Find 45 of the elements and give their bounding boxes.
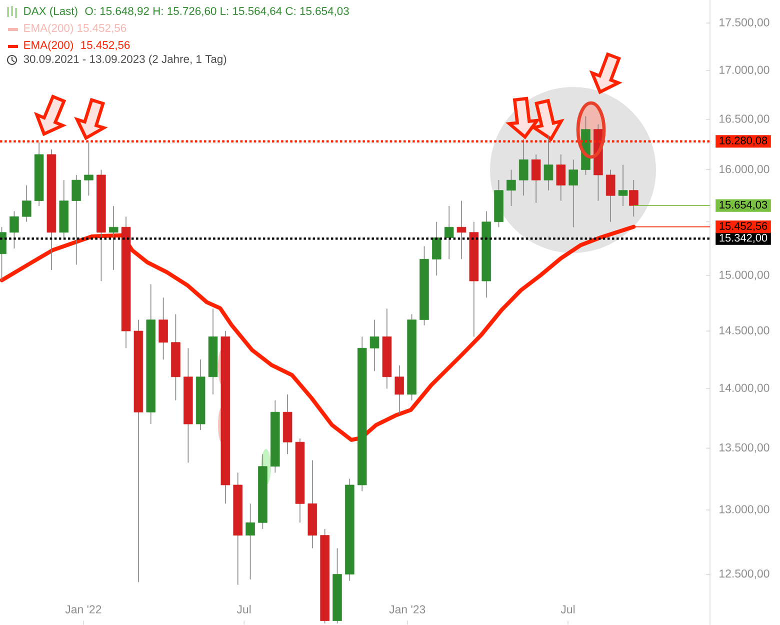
legend-label: EMA(200) [24,40,73,52]
candlestick [456,200,466,260]
annotation: 15.452,56 [81,41,130,50]
y-tick-label: 16.500,00 [720,114,770,124]
annotation: 15.452,56 [720,222,768,232]
candlestick [444,206,454,260]
annotation: EMA(200) 15.452,56 [24,24,126,34]
y-tick-label: 13.000,00 [720,505,770,515]
candlestick [394,364,404,415]
y-tick-label: 13.500,00 [720,443,770,453]
x-tick-label: Jul [560,605,575,614]
candlestick [568,159,578,228]
y-tick-label: 16.000,00 [720,165,770,175]
ref-line-label: 15.342,00 [720,234,768,243]
x-tick-label: Jul [236,605,251,614]
candlestick [432,221,442,276]
candlestick [506,169,516,206]
candlestick [22,184,32,222]
y-tick-label: 12.500,00 [720,569,770,579]
candlestick [72,174,81,266]
candlestick [556,154,566,202]
candlestick [246,503,255,580]
y-tick-label: 17.000,00 [720,66,770,76]
candlestick [158,297,168,360]
y-tick-label: 17.500,00 [720,18,770,28]
candlestick [10,210,19,249]
candlestick [108,206,118,270]
candlestick [629,180,638,217]
y-tick-label: 14.500,00 [720,326,770,336]
y-tick-label: 14.000,00 [720,384,770,394]
candlestick [618,164,628,206]
annotation: 30.09.2021 - 13.09.2023 (2 Jahre, 1 Tag) [24,54,226,66]
candlestick [84,142,94,196]
x-tick-label: Jan '23 [389,605,426,614]
annotation: O: 15.648,92 H: 15.726,60 L: 15.564,64 C: 15.654,03 [85,7,349,16]
annotation: 15.654,03 [720,200,768,210]
y-tick-label: 15.000,00 [720,270,770,280]
ref-line-label: 16.280,08 [720,136,768,146]
x-tick-label: Jan '22 [65,605,102,614]
candlestick [606,169,616,222]
candlestick [531,154,541,204]
candlestick [518,138,528,196]
candlestick [544,134,554,191]
candlestick [370,319,380,372]
text: DAX (Last) [24,6,78,18]
